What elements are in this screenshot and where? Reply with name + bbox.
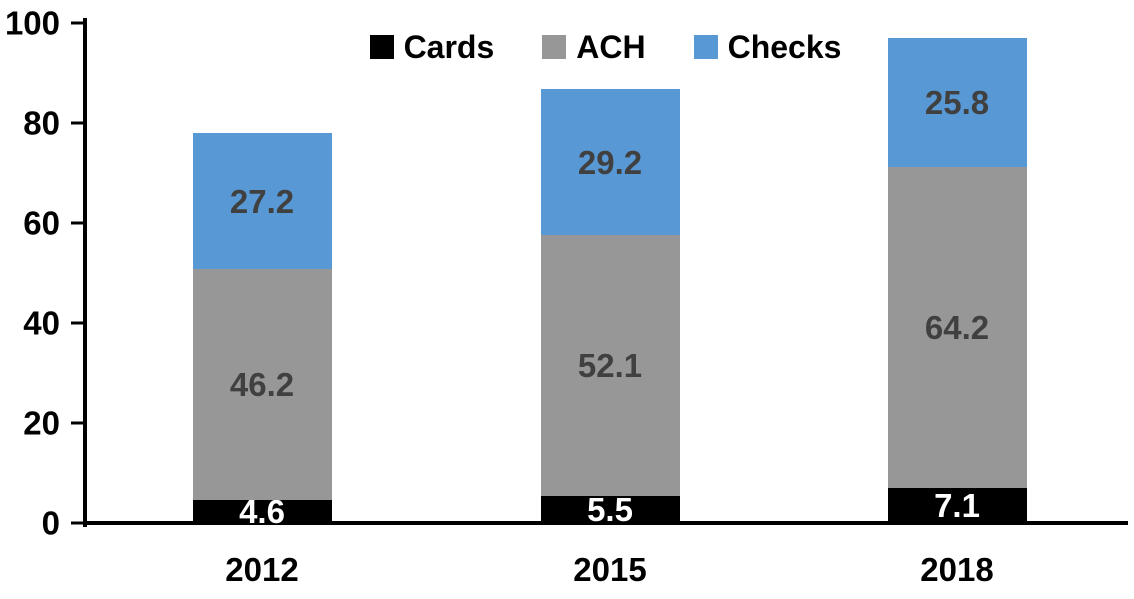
legend-label: Checks [727, 29, 842, 65]
legend-item-cards: Cards [369, 29, 495, 65]
y-axis-tick-mark [71, 321, 83, 325]
y-axis-tick-mark [71, 421, 83, 425]
legend-swatch-ach-icon [542, 35, 567, 59]
y-axis-tick-mark [71, 21, 83, 25]
y-axis-tick-mark [71, 221, 83, 225]
chart-legend: Cards ACH Checks [83, 31, 1128, 63]
y-axis-tick-label: 20 [23, 404, 60, 442]
bar-segment-checks-2018: 25.8 [887, 37, 1027, 167]
bar-segment-cards-2015: 5.5 [540, 490, 680, 528]
data-label: 4.6 [239, 493, 285, 530]
data-label: 5.5 [587, 490, 633, 528]
y-axis-tick-label: 80 [23, 104, 60, 142]
bar-segment-cards-2012: 4.6 [192, 495, 332, 528]
y-axis-tick-mark [71, 121, 83, 125]
data-label: 46.2 [229, 366, 295, 403]
x-axis-line [83, 521, 1128, 525]
bar-segment-ach-2012: 46.2 [192, 269, 332, 500]
bar-2012: 4.6 46.2 27.2 [192, 133, 332, 528]
x-axis-label: 2015 [573, 551, 647, 588]
data-label: 64.2 [924, 308, 990, 346]
data-label: 29.2 [577, 143, 643, 181]
bar-segment-cards-2018: 7.1 [887, 486, 1027, 524]
x-axis-label: 2012 [225, 551, 299, 588]
y-axis-line [83, 18, 87, 527]
legend-swatch-cards-icon [369, 35, 394, 59]
data-label: 52.1 [577, 346, 643, 384]
legend-item-checks: Checks [693, 29, 842, 65]
bar-segment-checks-2012: 27.2 [192, 133, 332, 269]
bar-segment-ach-2018: 64.2 [887, 166, 1027, 488]
bar-segment-checks-2015: 29.2 [540, 89, 680, 235]
bar-2015: 5.5 52.1 29.2 [540, 89, 680, 528]
y-axis-tick-mark [71, 521, 83, 525]
y-axis-tick-label: 60 [23, 204, 60, 242]
data-label: 25.8 [924, 83, 990, 121]
bar-segment-ach-2015: 52.1 [540, 235, 680, 496]
bar-2018: 7.1 64.2 25.8 [887, 37, 1027, 524]
legend-swatch-checks-icon [693, 35, 718, 59]
data-label: 7.1 [934, 486, 980, 524]
data-label: 27.2 [229, 182, 295, 220]
y-axis-tick-label: 100 [4, 4, 60, 42]
legend-label: Cards [403, 29, 495, 65]
legend-label: ACH [576, 29, 646, 65]
legend-item-ach: ACH [542, 29, 646, 65]
y-axis-tick-label: 40 [23, 304, 60, 342]
y-axis-tick-label: 0 [41, 504, 60, 542]
x-axis-label: 2018 [920, 551, 994, 588]
